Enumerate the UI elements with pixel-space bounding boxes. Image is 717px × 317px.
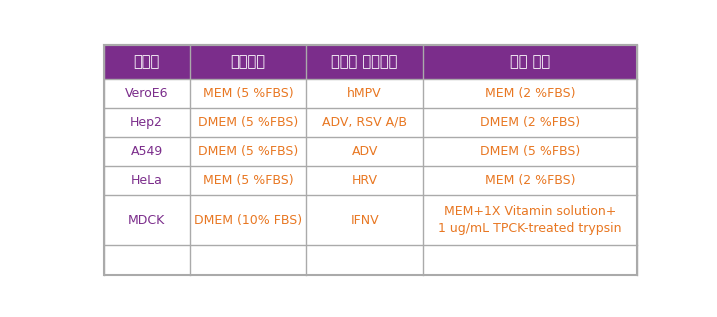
Text: MEM+1X Vitamin solution+
1 ug/mL TPCK-treated trypsin: MEM+1X Vitamin solution+ 1 ug/mL TPCK-tr… bbox=[438, 205, 622, 235]
Bar bbox=[423, 79, 637, 108]
Text: HeLa: HeLa bbox=[130, 174, 163, 187]
Text: Hep2: Hep2 bbox=[130, 116, 163, 129]
Bar bbox=[103, 195, 189, 245]
Text: hMPV: hMPV bbox=[347, 87, 382, 100]
Bar bbox=[189, 195, 306, 245]
Bar bbox=[423, 45, 637, 79]
Text: 배지조성: 배지조성 bbox=[230, 55, 265, 69]
Text: MDCK: MDCK bbox=[128, 214, 165, 227]
Text: DMEM (5 %FBS): DMEM (5 %FBS) bbox=[480, 145, 580, 158]
Text: DMEM (5 %FBS): DMEM (5 %FBS) bbox=[198, 116, 298, 129]
Text: DMEM (10% FBS): DMEM (10% FBS) bbox=[194, 214, 302, 227]
Bar bbox=[189, 137, 306, 166]
Bar bbox=[306, 137, 423, 166]
Bar bbox=[306, 79, 423, 108]
Bar bbox=[189, 108, 306, 137]
Text: IFNV: IFNV bbox=[351, 214, 379, 227]
Text: DMEM (5 %FBS): DMEM (5 %FBS) bbox=[198, 145, 298, 158]
Bar bbox=[103, 45, 189, 79]
Bar bbox=[189, 45, 306, 79]
Text: MEM (5 %FBS): MEM (5 %FBS) bbox=[203, 174, 293, 187]
Text: 세포명: 세포명 bbox=[133, 55, 160, 69]
Text: A549: A549 bbox=[130, 145, 163, 158]
Bar bbox=[306, 108, 423, 137]
Bar bbox=[423, 195, 637, 245]
Bar bbox=[103, 166, 189, 195]
Bar bbox=[189, 166, 306, 195]
Text: ADV: ADV bbox=[351, 145, 378, 158]
Bar bbox=[103, 137, 189, 166]
Text: 접종 배지: 접종 배지 bbox=[510, 55, 550, 69]
Bar bbox=[306, 195, 423, 245]
Text: VeroE6: VeroE6 bbox=[125, 87, 168, 100]
Text: 감수성 바이러스: 감수성 바이러스 bbox=[331, 55, 398, 69]
Bar bbox=[306, 166, 423, 195]
Bar bbox=[189, 79, 306, 108]
Bar bbox=[103, 79, 189, 108]
Bar bbox=[103, 108, 189, 137]
Bar bbox=[423, 166, 637, 195]
Text: HRV: HRV bbox=[351, 174, 378, 187]
Bar bbox=[423, 137, 637, 166]
Text: ADV, RSV A/B: ADV, RSV A/B bbox=[322, 116, 407, 129]
Bar bbox=[423, 108, 637, 137]
Text: MEM (2 %FBS): MEM (2 %FBS) bbox=[485, 174, 575, 187]
Text: MEM (2 %FBS): MEM (2 %FBS) bbox=[485, 87, 575, 100]
Bar bbox=[306, 45, 423, 79]
Text: MEM (5 %FBS): MEM (5 %FBS) bbox=[203, 87, 293, 100]
Text: DMEM (2 %FBS): DMEM (2 %FBS) bbox=[480, 116, 580, 129]
